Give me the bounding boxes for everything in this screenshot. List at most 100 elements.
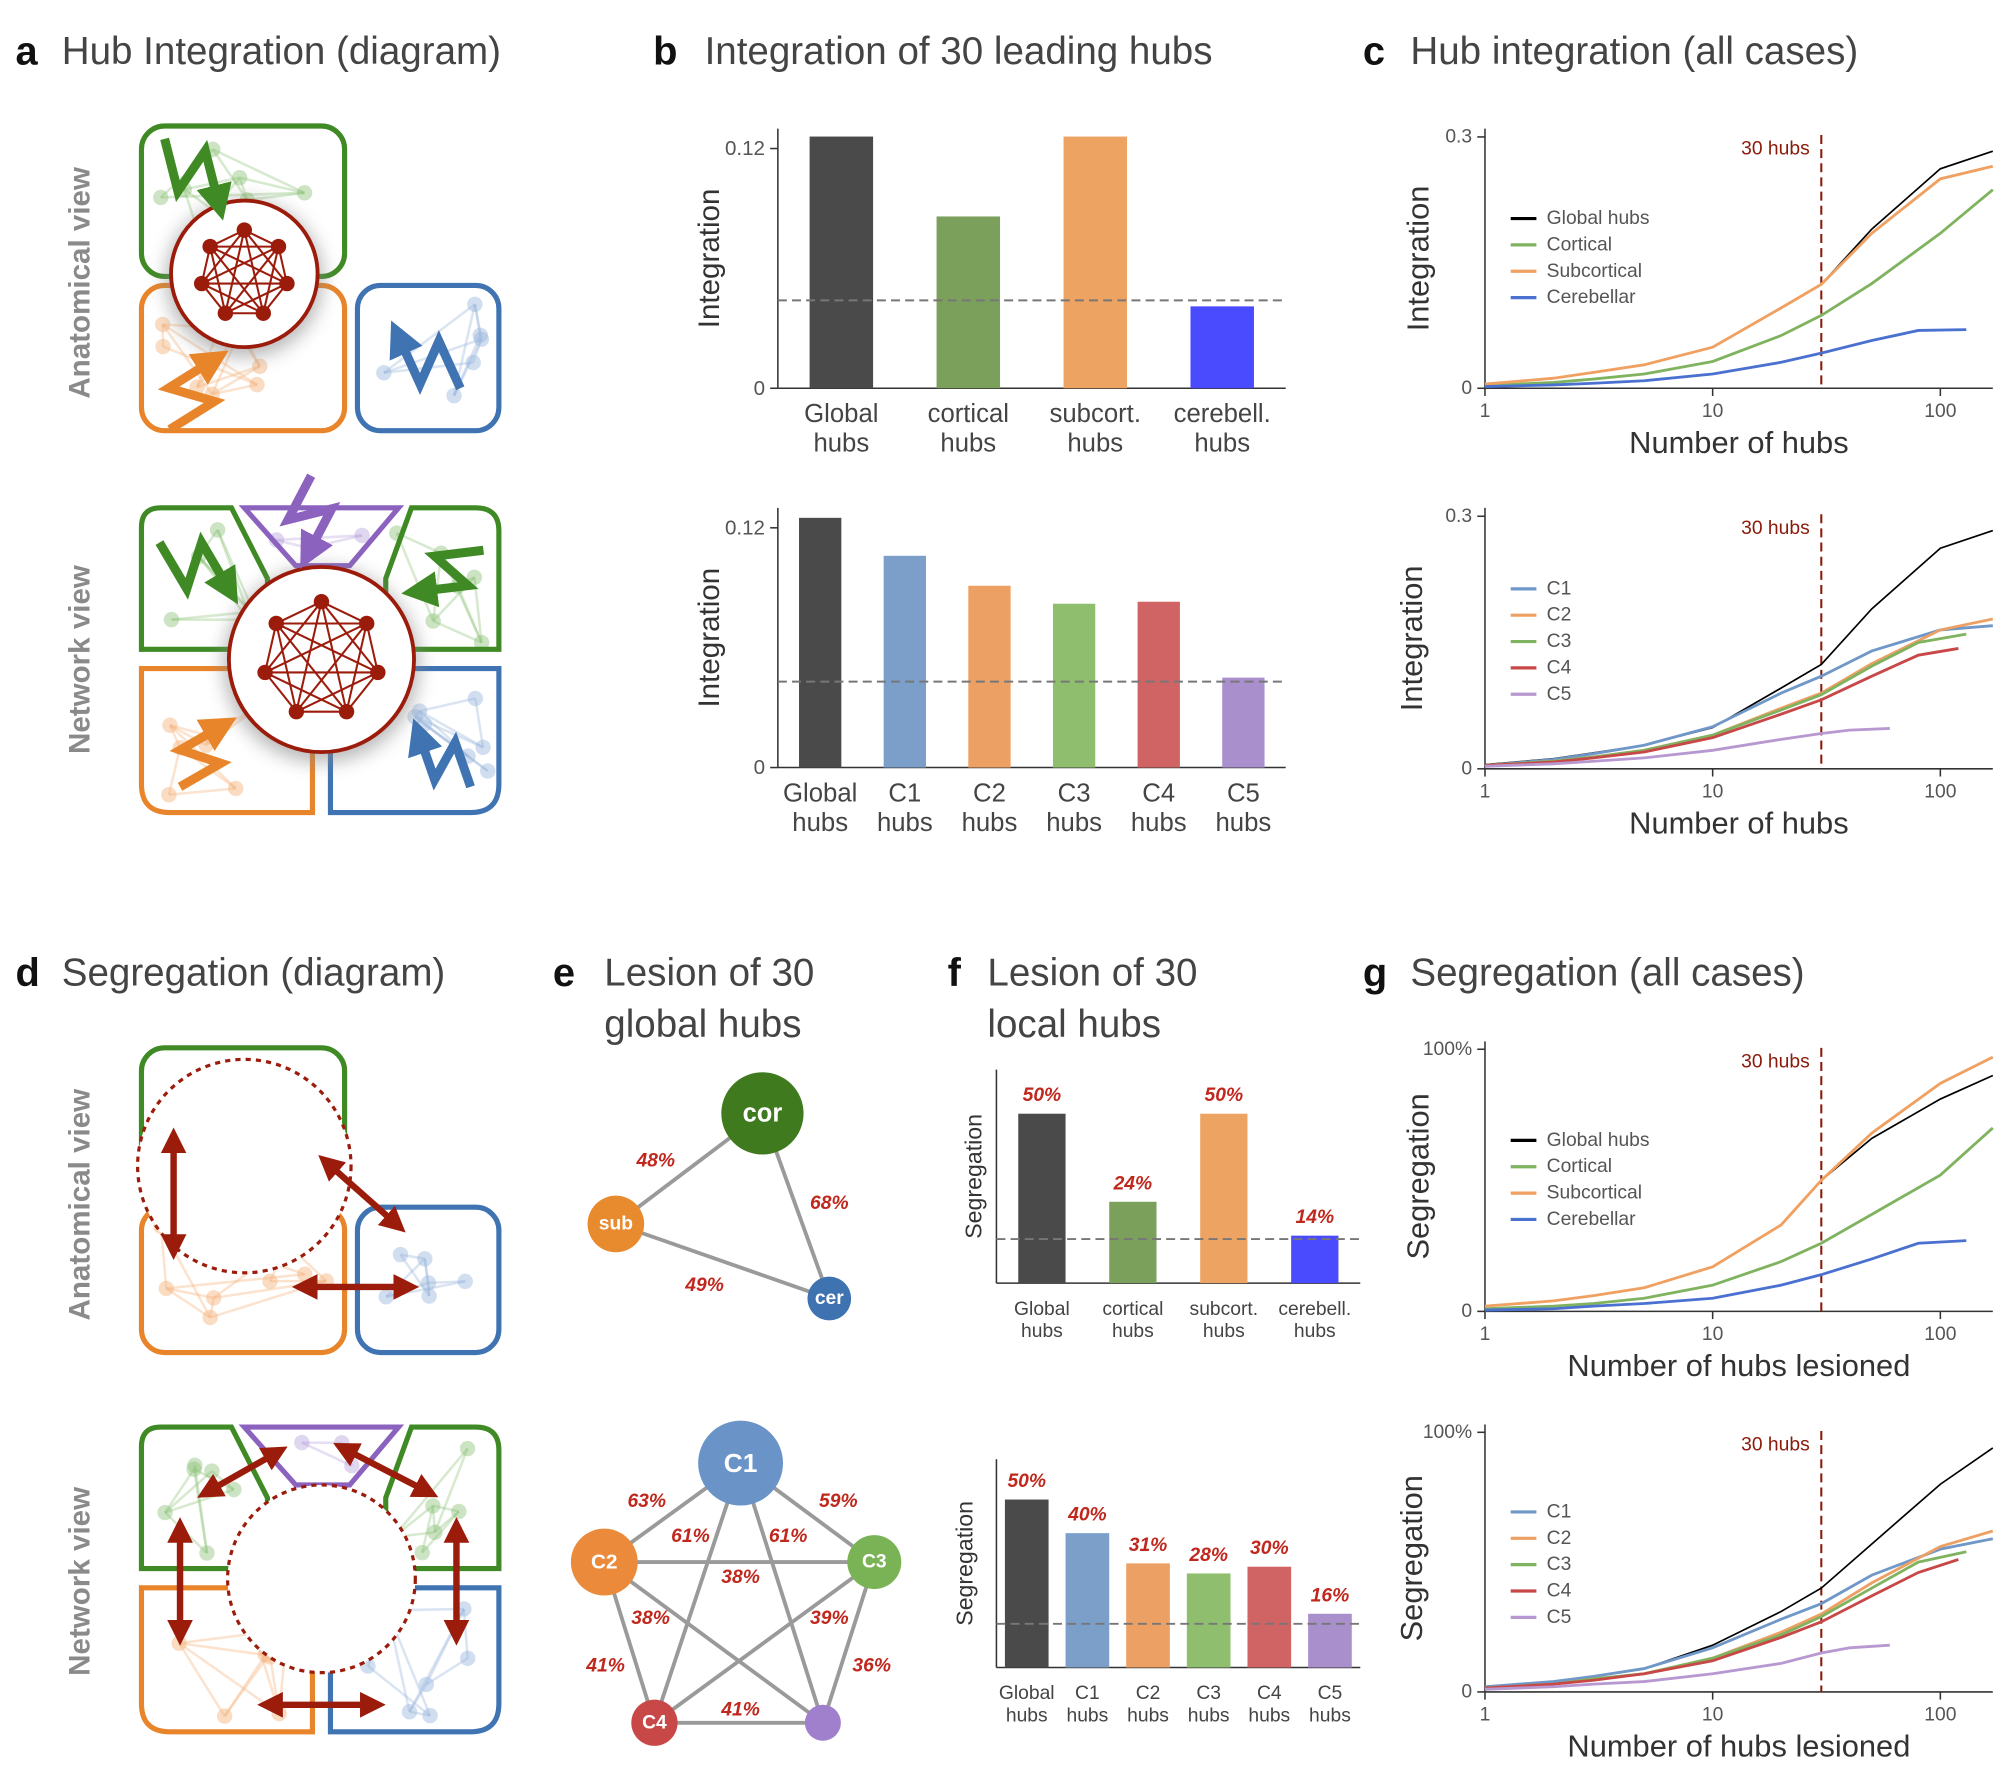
x-tick-label: cerebell. hubs [1174,400,1271,458]
faint-node [249,376,265,393]
faint-edge [166,1287,214,1300]
module-box [138,1585,316,1735]
hub-edge [275,622,379,674]
y-tick-label: 0.3 [1445,126,1472,147]
legend-label: Subcortical [1547,261,1642,282]
faint-edge [413,710,421,718]
view-label: Anatomical view [63,1088,96,1321]
faint-edge [431,1505,437,1533]
panel-title: global hubs [604,1003,801,1046]
faint-edge [472,338,483,363]
faint-edge [409,1710,431,1717]
legend-label: Cortical [1547,234,1612,255]
network-node [847,1535,902,1590]
network-node [587,1195,645,1253]
faint-node [411,703,428,719]
x-tick-label: 10 [1702,1705,1723,1726]
network-edge [738,1462,825,1724]
legend-label: Global hubs [1547,208,1650,229]
stimulus-arrow [157,350,229,434]
faint-node [294,1434,310,1451]
x-tick-label: C2 hubs [962,779,1018,837]
label-line: hubs [792,809,848,837]
module-box [138,665,316,816]
hub-edge [345,623,368,712]
faint-edge [211,148,249,201]
hub-edge [264,622,368,674]
edge-label: 68% [810,1193,849,1214]
faint-node [466,569,483,586]
label-line: C1 [888,779,921,807]
label-line: subcort. [1190,1298,1259,1319]
label-line: C3 [1196,1683,1221,1704]
legend-label: Cerebellar [1547,1209,1636,1230]
panel-letter: a [15,29,38,73]
bar [1018,1113,1066,1284]
hub-edge [201,245,279,285]
network-diagram [138,473,502,816]
faint-edge [193,1465,209,1554]
faint-edge [211,365,261,396]
x-tick-label: 1 [1480,401,1491,422]
legend-label: Cortical [1547,1156,1612,1177]
series-line [1484,624,1993,767]
faint-edge [418,709,484,749]
x-tick-label: C3 hubs [1188,1683,1230,1726]
label-line: cortical [1102,1298,1163,1319]
edge-label: 61% [671,1526,710,1547]
bar [1126,1563,1170,1668]
module-box [327,665,502,816]
bar [1004,1499,1049,1668]
bar [1308,1613,1352,1668]
x-tick-label: 10 [1702,1324,1723,1345]
y-tick-label: 0 [754,377,765,400]
label-line: hubs [940,430,996,458]
node-label: cor [743,1099,783,1127]
faint-node [354,527,370,544]
faint-node [155,338,171,355]
hub-edge [209,245,265,314]
panel-letter: d [15,951,39,995]
value-label: 28% [1188,1545,1228,1566]
x-tick-label: C5 hubs [1216,779,1272,837]
faint-edge [208,1297,215,1318]
y-tick-label: 0 [1461,378,1472,399]
legend-label: C3 [1547,631,1572,652]
faint-node [414,1544,430,1561]
network-node [698,1420,784,1506]
hub-edge [201,282,264,315]
marker-label: 30 hubs [1741,1435,1810,1456]
y-tick-label: 0 [1461,758,1472,779]
bar [799,517,842,768]
faint-node [252,358,268,375]
x-axis-label: Number of hubs lesioned [1567,1728,1910,1763]
faint-edge [212,148,306,195]
faint-node [344,1457,360,1474]
faint-edge [178,1642,226,1717]
faint-edge [247,191,305,202]
panel-title: Lesion of 30 [987,952,1197,995]
hub-edge [243,229,265,314]
legend-label: Cerebellar [1547,287,1636,308]
x-tick-label: C2 hubs [1127,1683,1169,1726]
stimulus-arrow [401,545,484,608]
faint-node [467,690,484,707]
faint-node [420,1275,437,1291]
stimulus-arrow [169,717,237,791]
x-tick-label: C3 hubs [1046,779,1102,837]
x-tick-label: cortical hubs [928,400,1009,458]
edge-label: 36% [852,1656,891,1677]
x-tick-label: C5 hubs [1309,1683,1351,1726]
faint-node [228,780,244,797]
label-line: hubs [1021,1320,1063,1341]
label-line: cerebell. [1174,400,1271,428]
faint-edge [473,304,482,336]
faint-node [417,1251,433,1267]
hub-node [313,593,330,610]
faint-edge [223,1654,267,1717]
hub-node [193,275,210,292]
series-line [1484,164,1994,386]
faint-node [467,296,483,313]
faint-node [378,1289,394,1305]
label-line: Global [783,779,857,807]
